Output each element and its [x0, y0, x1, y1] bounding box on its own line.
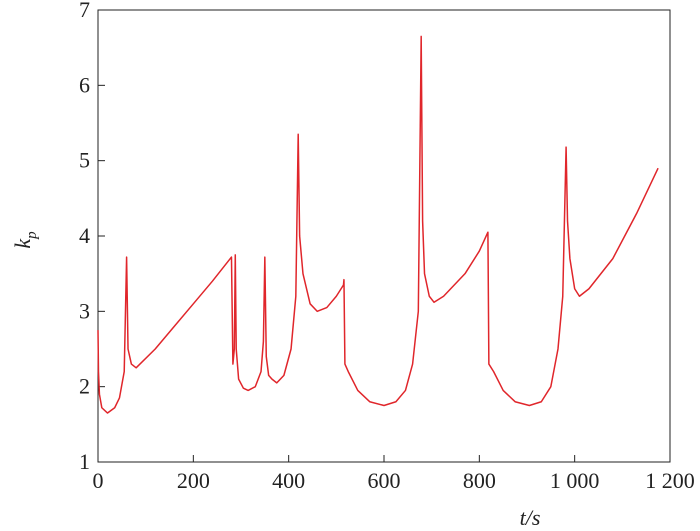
y-axis-label-main: k	[10, 238, 35, 249]
x-tick-label: 800	[463, 468, 496, 493]
x-tick-label: 200	[177, 468, 210, 493]
x-tick-label: 400	[272, 468, 305, 493]
plot-frame	[97, 9, 671, 463]
x-tick-label: 0	[93, 468, 104, 493]
x-tick-label: 600	[368, 468, 401, 493]
y-tick-label: 2	[79, 374, 90, 399]
y-tick-label: 5	[79, 148, 90, 173]
data-line	[97, 35, 659, 414]
x-tick-label: 1 200	[645, 468, 695, 493]
x-axis-label: t/s	[520, 505, 541, 530]
y-tick-label: 1	[79, 449, 90, 474]
y-axis-label-sub: p	[24, 231, 40, 240]
x-tick-label: 1 000	[550, 468, 600, 493]
y-tick-label: 4	[79, 223, 90, 248]
y-tick-label: 7	[79, 0, 90, 22]
y-tick-label: 6	[79, 72, 90, 97]
y-tick-label: 3	[79, 298, 90, 323]
y-axis-label: kp	[10, 231, 40, 249]
